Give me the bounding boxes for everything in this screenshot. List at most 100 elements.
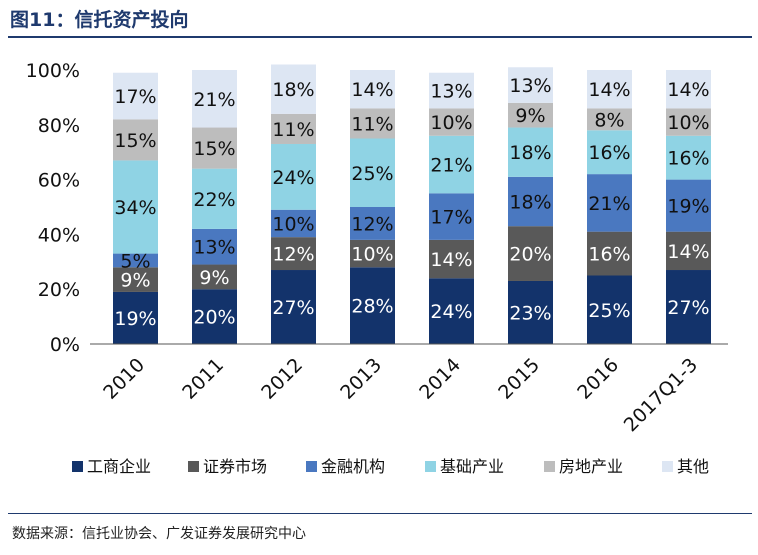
legend-label: 工商企业 <box>87 457 151 476</box>
y-tick-label: 0% <box>50 334 80 356</box>
bar-segment <box>113 119 158 161</box>
bar-data-label: 16% <box>588 244 630 266</box>
bar-data-label: 9% <box>199 267 229 289</box>
legend-swatch <box>72 461 83 472</box>
bar-data-label: 24% <box>272 167 314 189</box>
bar-data-label: 24% <box>430 301 472 323</box>
legend-label: 基础产业 <box>440 457 504 476</box>
bar-data-label: 5% <box>120 250 150 272</box>
bar-segment <box>271 143 316 210</box>
bar-segment <box>192 127 237 169</box>
chart-title: 图11：信托资产投向 <box>10 9 189 31</box>
bar-data-label: 25% <box>588 300 630 322</box>
bar-data-label: 10% <box>667 112 709 134</box>
bar-segment <box>429 239 474 279</box>
bar-segment <box>271 209 316 238</box>
bar-segment <box>429 193 474 240</box>
bar-data-label: 10% <box>430 112 472 134</box>
bar-segment <box>666 270 711 344</box>
bar-segment <box>271 113 316 144</box>
bar-segment <box>587 231 632 276</box>
bar-data-label: 8% <box>594 109 624 131</box>
bar-data-label: 13% <box>193 237 235 259</box>
legend-swatch <box>544 461 555 472</box>
bar-segment <box>666 108 711 136</box>
bar-data-label: 20% <box>509 244 551 266</box>
bar-data-label: 10% <box>272 213 314 235</box>
bar-data-label: 22% <box>193 189 235 211</box>
bar-data-label: 9% <box>515 105 545 127</box>
bar-data-label: 18% <box>509 142 551 164</box>
bar-segment <box>350 207 395 240</box>
bar-data-label: 11% <box>351 113 393 135</box>
bar-data-label: 14% <box>588 79 630 101</box>
bar-data-label: 19% <box>114 308 156 330</box>
bar-data-label: 15% <box>193 138 235 160</box>
x-tick-label: 2012 <box>257 354 307 404</box>
bar-data-label: 17% <box>430 207 472 229</box>
bar-data-label: 13% <box>509 75 551 97</box>
bar-segment <box>666 135 711 180</box>
x-tick-label: 2014 <box>415 354 465 404</box>
bar-segment <box>271 270 316 344</box>
bar-segment <box>192 289 237 344</box>
bar-data-label: 15% <box>114 130 156 152</box>
bar-data-label: 14% <box>667 79 709 101</box>
bar-data-label: 21% <box>588 193 630 215</box>
bar-data-label: 16% <box>667 148 709 170</box>
legend-swatch <box>662 461 673 472</box>
bar-segment <box>508 67 553 103</box>
bar-segment <box>350 138 395 207</box>
bar-segment <box>113 72 158 120</box>
bar-segment <box>508 127 553 177</box>
bar-data-label: 20% <box>193 307 235 329</box>
bar-segment <box>350 70 395 109</box>
bar-segment <box>508 226 553 281</box>
y-tick-label: 100% <box>26 60 80 82</box>
y-tick-label: 80% <box>38 115 80 137</box>
bar-segment <box>192 168 237 229</box>
bar-segment <box>429 278 474 344</box>
y-tick-label: 60% <box>38 170 80 192</box>
bar-segment <box>192 228 237 265</box>
bar-segment <box>587 130 632 175</box>
bar-data-label: 11% <box>272 119 314 141</box>
bar-data-label: 18% <box>509 192 551 214</box>
bar-segment <box>587 70 632 109</box>
x-tick-label: 2011 <box>178 354 228 404</box>
bar-segment <box>192 70 237 128</box>
bar-segment <box>350 267 395 344</box>
stacked-bar-chart: 0%20%40%60%80%100%19%9%5%34%15%17%201020… <box>26 60 728 476</box>
bar-data-label: 19% <box>667 196 709 218</box>
x-tick-label: 2015 <box>494 354 544 404</box>
bar-data-label: 12% <box>272 244 314 266</box>
bar-segment <box>587 275 632 344</box>
bar-segment <box>113 160 158 254</box>
bar-data-label: 21% <box>193 89 235 111</box>
legend-swatch <box>306 461 317 472</box>
source-note: 数据来源：信托业协会、广发证券发展研究中心 <box>12 526 306 542</box>
legend-swatch <box>425 461 436 472</box>
bar-data-label: 21% <box>430 155 472 177</box>
bar-segment <box>113 253 158 268</box>
x-tick-label: 2016 <box>573 354 623 404</box>
y-tick-label: 20% <box>38 279 80 301</box>
bar-segment <box>508 280 553 344</box>
legend-label: 证券市场 <box>203 457 267 476</box>
source-divider <box>8 513 752 514</box>
bar-segment <box>508 176 553 227</box>
x-tick-label: 2017Q1-3 <box>620 354 702 436</box>
bar-data-label: 27% <box>272 297 314 319</box>
bar-segment <box>113 267 158 292</box>
bar-segment <box>192 264 237 290</box>
bar-segment <box>666 231 711 271</box>
x-tick-label: 2010 <box>99 354 149 404</box>
bar-data-label: 28% <box>351 296 393 318</box>
legend-label: 金融机构 <box>321 457 385 476</box>
bar-segment <box>271 64 316 114</box>
bar-data-label: 14% <box>667 241 709 263</box>
legend-label: 房地产业 <box>559 457 623 476</box>
y-tick-label: 40% <box>38 224 80 246</box>
bar-segment <box>666 179 711 232</box>
bar-segment <box>666 70 711 109</box>
